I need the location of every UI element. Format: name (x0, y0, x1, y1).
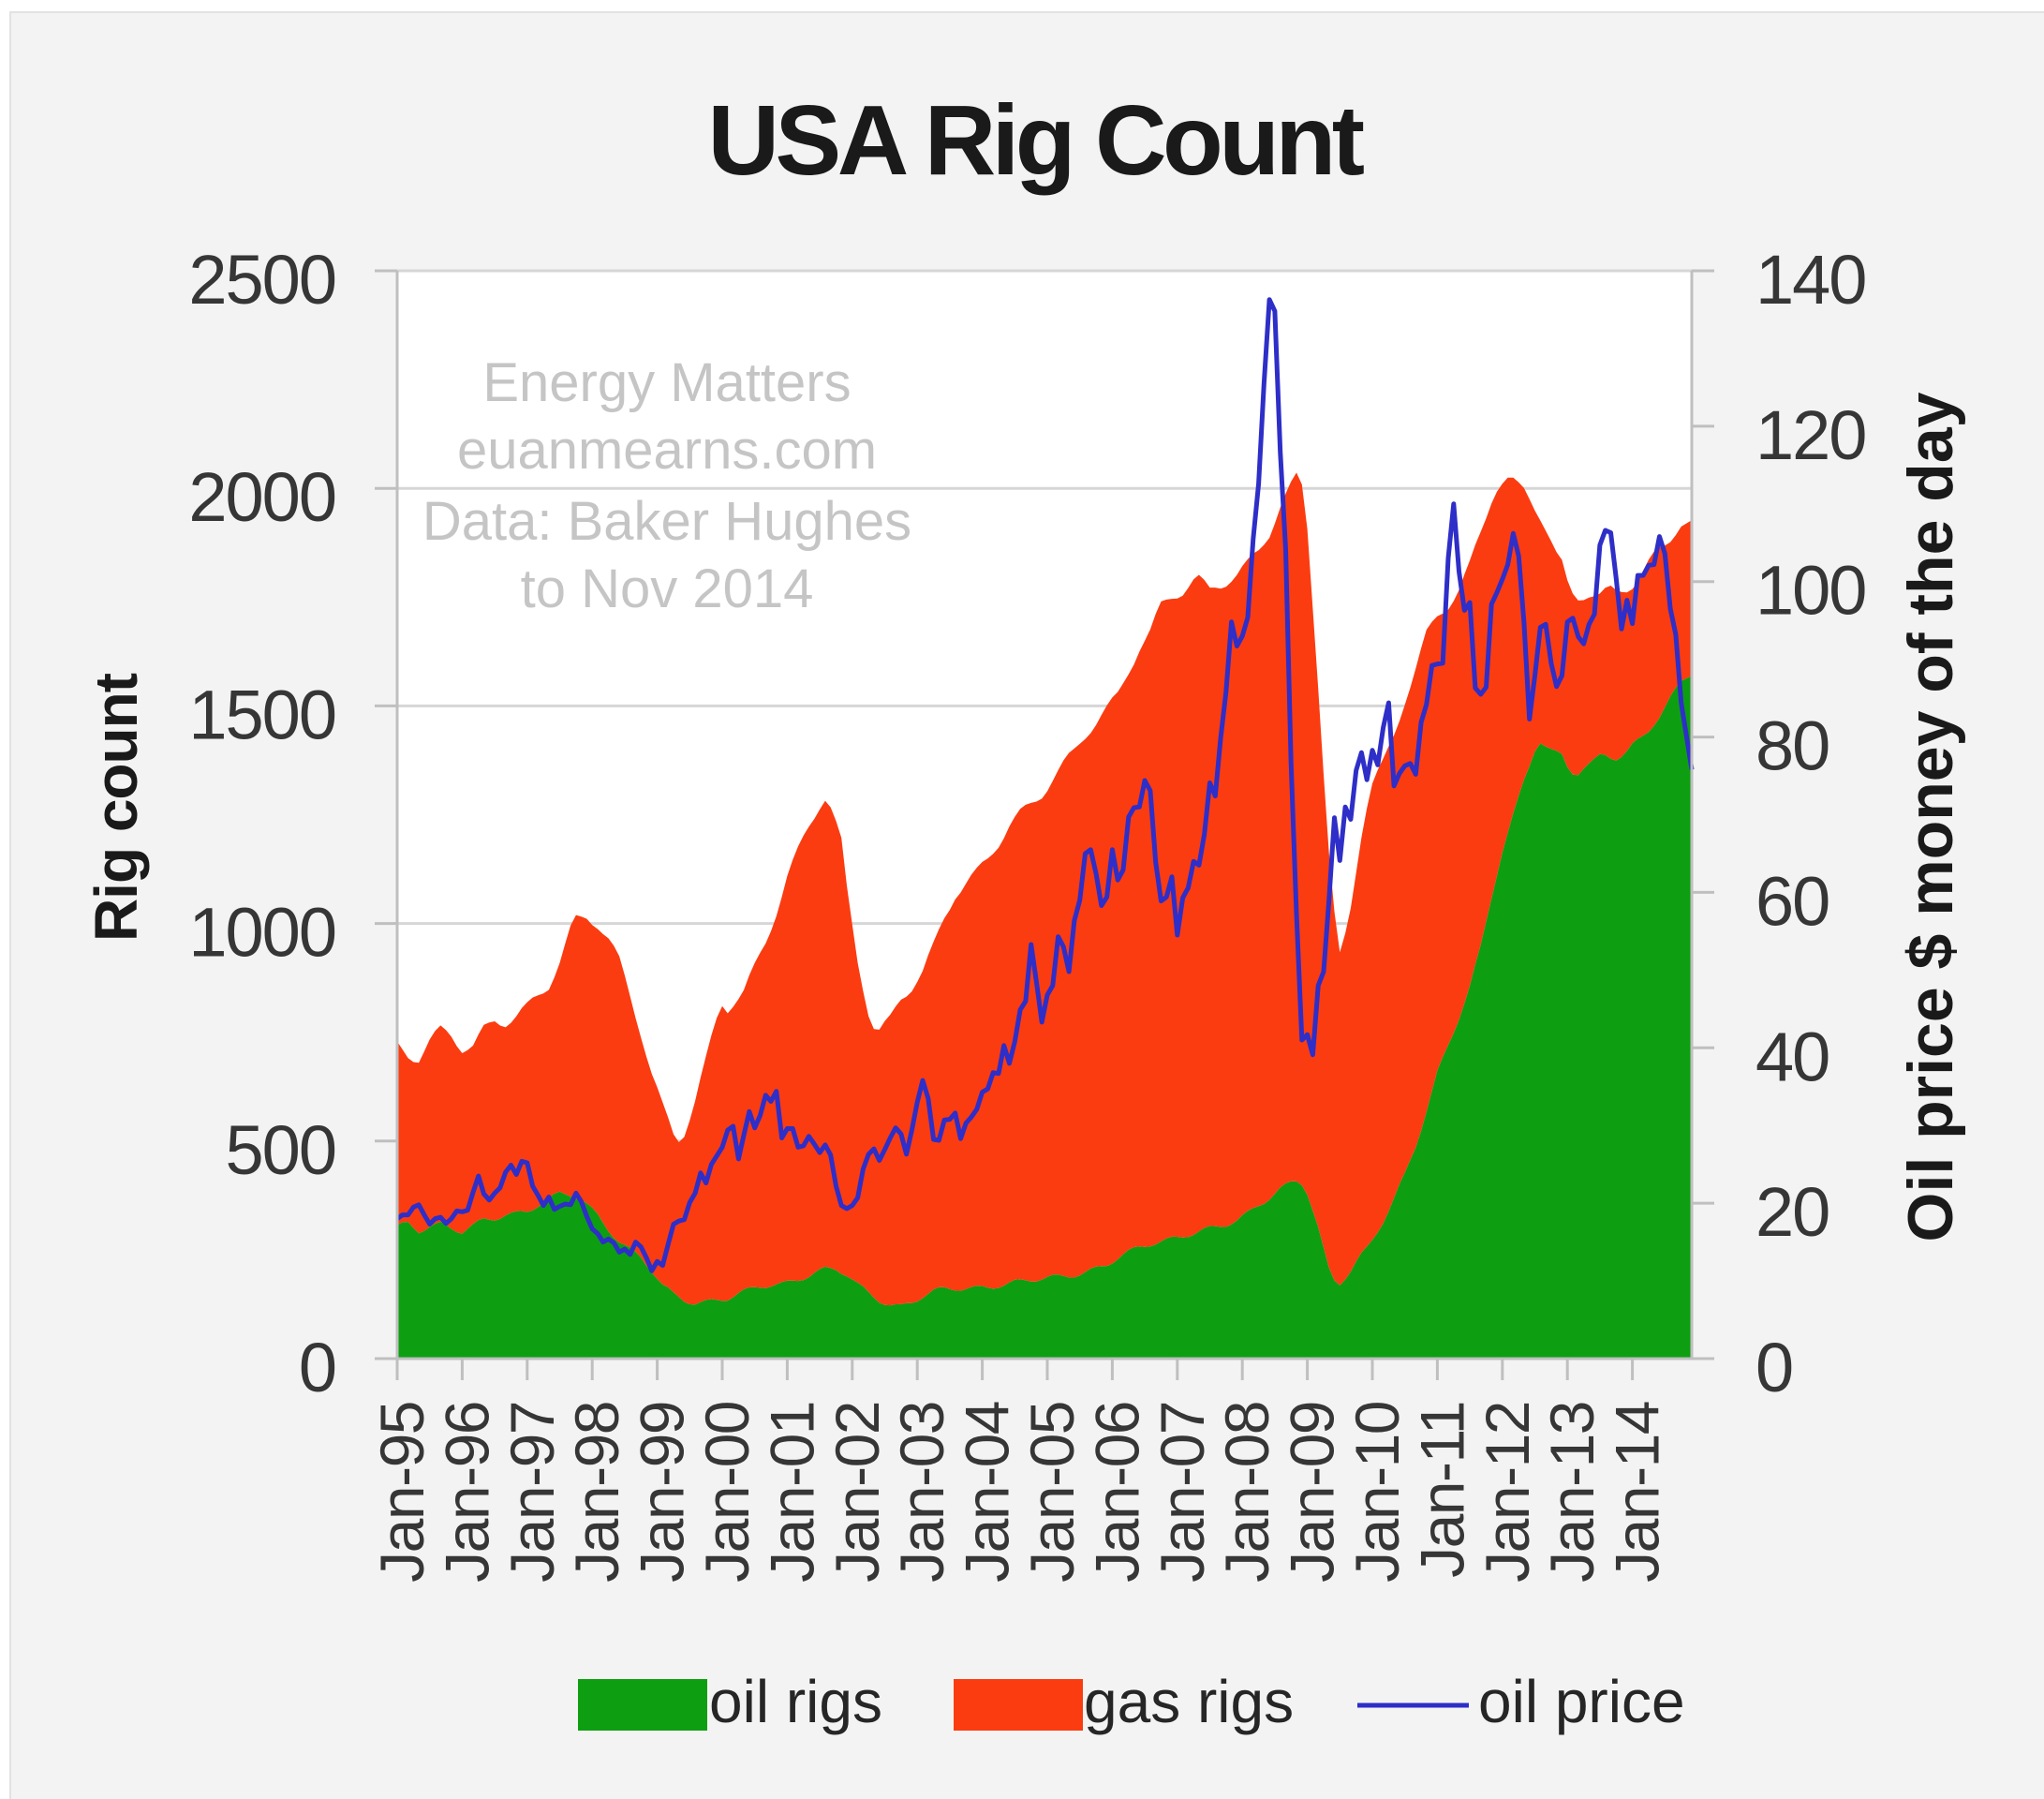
svg-text:1500: 1500 (188, 676, 335, 753)
svg-text:gas rigs: gas rigs (1084, 1668, 1294, 1735)
svg-text:Jan-98: Jan-98 (562, 1402, 631, 1583)
svg-text:1000: 1000 (188, 894, 335, 972)
svg-text:Jan-11: Jan-11 (1407, 1402, 1476, 1578)
svg-text:60: 60 (1755, 862, 1829, 940)
svg-text:2500: 2500 (188, 241, 335, 319)
svg-text:Jan-97: Jan-97 (497, 1402, 567, 1583)
svg-text:2000: 2000 (188, 458, 335, 536)
svg-text:100: 100 (1755, 552, 1865, 630)
svg-text:Oil price $ money of the day: Oil price $ money of the day (1895, 392, 1966, 1241)
svg-text:Jan-01: Jan-01 (757, 1402, 826, 1583)
svg-text:to Nov 2014: to Nov 2014 (521, 558, 814, 619)
svg-text:Jan-10: Jan-10 (1342, 1402, 1412, 1583)
svg-text:Jan-08: Jan-08 (1212, 1402, 1281, 1583)
svg-text:Energy Matters: Energy Matters (482, 352, 851, 413)
svg-text:Jan-96: Jan-96 (432, 1402, 501, 1583)
svg-text:Jan-04: Jan-04 (953, 1402, 1022, 1583)
svg-text:Jan-13: Jan-13 (1537, 1402, 1607, 1583)
svg-text:Jan-95: Jan-95 (367, 1402, 437, 1583)
svg-text:Jan-14: Jan-14 (1603, 1402, 1672, 1583)
svg-text:Jan-99: Jan-99 (628, 1402, 697, 1583)
svg-text:euanmearns.com: euanmearns.com (457, 420, 877, 481)
svg-text:Jan-03: Jan-03 (887, 1402, 956, 1583)
svg-text:120: 120 (1755, 396, 1865, 474)
svg-text:Jan-07: Jan-07 (1148, 1402, 1217, 1583)
svg-text:Rig count: Rig count (82, 673, 150, 942)
svg-text:Jan-09: Jan-09 (1278, 1402, 1347, 1583)
svg-text:USA Rig Count: USA Rig Count (707, 85, 1363, 196)
svg-text:140: 140 (1755, 241, 1865, 319)
svg-text:40: 40 (1755, 1018, 1829, 1095)
svg-text:Data: Baker Hughes: Data: Baker Hughes (422, 491, 911, 552)
svg-text:oil rigs: oil rigs (709, 1668, 882, 1735)
svg-text:Jan-02: Jan-02 (822, 1402, 892, 1583)
svg-text:Jan-12: Jan-12 (1473, 1402, 1542, 1583)
svg-text:0: 0 (299, 1329, 335, 1406)
svg-text:0: 0 (1755, 1329, 1792, 1406)
svg-text:80: 80 (1755, 707, 1829, 785)
svg-text:Jan-05: Jan-05 (1017, 1402, 1087, 1583)
svg-text:Jan-00: Jan-00 (692, 1402, 762, 1583)
svg-text:oil price: oil price (1478, 1668, 1685, 1735)
svg-text:500: 500 (226, 1111, 335, 1189)
svg-text:20: 20 (1755, 1173, 1829, 1251)
svg-text:Jan-06: Jan-06 (1082, 1402, 1151, 1583)
